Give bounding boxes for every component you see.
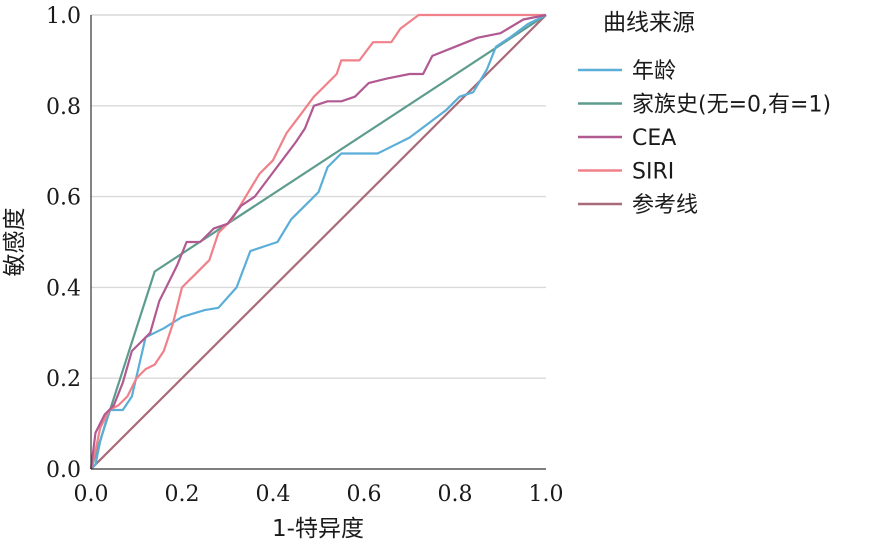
- x-tick-label-5: 1.0: [529, 482, 564, 507]
- legend-label-3: SIRI: [632, 160, 674, 185]
- y-tick-label-1: 0.2: [46, 367, 81, 392]
- y-axis-title: 敏感度: [2, 208, 28, 277]
- series-line-4: [90, 14, 547, 470]
- legend-label-4: 参考线: [632, 193, 698, 218]
- x-axis-title: 1-特异度: [272, 516, 364, 542]
- y-tick-label-0: 0.0: [46, 458, 81, 483]
- legend-label-1: 家族史(无=0,有=1): [632, 93, 831, 118]
- x-tick-label-4: 0.8: [438, 482, 473, 507]
- x-tick-label-0: 0.0: [74, 482, 109, 507]
- y-tick-label-5: 1.0: [46, 4, 81, 29]
- legend-label-0: 年龄: [632, 59, 676, 84]
- series-line-1: [89, 14, 547, 470]
- tick-labels: 0.0 0.2 0.4 0.6 0.8 1.0 0.0 0.2 0.4 0.6 0.8 1.0: [46, 4, 564, 507]
- x-tick-label-1: 0.2: [165, 482, 200, 507]
- gridlines: [91, 14, 546, 379]
- y-tick-label-3: 0.6: [46, 186, 81, 211]
- roc-curves: [89, 13, 547, 470]
- series-line-2: [89, 13, 547, 470]
- axes: [90, 15, 546, 470]
- x-tick-label-3: 0.6: [347, 482, 382, 507]
- legend-title: 曲线来源: [603, 10, 695, 36]
- y-tick-label-4: 0.8: [46, 95, 81, 120]
- legend-label-2: CEA: [632, 126, 676, 151]
- x-tick-label-2: 0.4: [256, 482, 291, 507]
- y-tick-label-2: 0.4: [46, 276, 81, 301]
